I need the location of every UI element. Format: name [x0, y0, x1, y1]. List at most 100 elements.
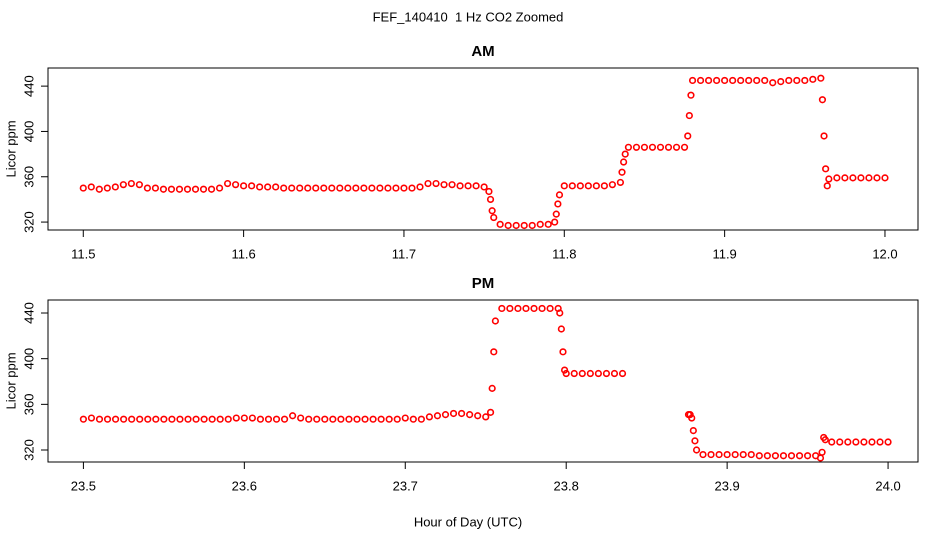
data-point [321, 415, 329, 423]
data-point [256, 415, 265, 423]
data-point [536, 220, 544, 228]
data-point [486, 408, 495, 416]
data-point [240, 182, 248, 190]
y-axis-label: Licor ppm [3, 352, 18, 409]
data-point [360, 184, 368, 192]
y-tick-label: 320 [21, 211, 36, 233]
data-point [632, 143, 641, 151]
data-point [448, 181, 456, 189]
data-point [656, 143, 665, 151]
data-point [608, 181, 616, 189]
x-tick-label: 23.8 [554, 478, 579, 493]
data-point [491, 317, 499, 325]
data-point [264, 415, 273, 423]
data-point [538, 304, 546, 313]
data-point [232, 414, 240, 422]
data-point [231, 181, 240, 189]
data-point [584, 182, 592, 190]
data-point [152, 415, 160, 423]
data-point [559, 348, 567, 356]
data-point [184, 415, 192, 423]
data-point [771, 452, 780, 460]
data-point [485, 187, 493, 196]
data-point [456, 182, 464, 190]
data-point [87, 414, 96, 422]
data-point [482, 413, 490, 421]
data-point [560, 366, 569, 374]
data-point [128, 415, 136, 423]
data-point [304, 184, 312, 192]
data-point [560, 182, 568, 190]
data-point [857, 174, 865, 182]
y-tick-label: 360 [21, 393, 36, 415]
data-point [297, 414, 305, 422]
data-point [425, 413, 434, 421]
data-point [610, 369, 619, 378]
data-point [684, 132, 692, 140]
data-point [648, 143, 657, 151]
data-point [816, 454, 825, 462]
data-point [143, 184, 152, 192]
data-point [512, 221, 520, 230]
data-point [79, 184, 87, 192]
data-point [721, 76, 729, 85]
data-point [763, 452, 771, 460]
data-point [183, 185, 192, 193]
data-point [873, 174, 881, 182]
data-point [818, 96, 827, 104]
data-point [337, 415, 345, 423]
data-point [689, 427, 697, 435]
data-point [530, 304, 538, 313]
x-tick-label: 24.0 [875, 478, 900, 493]
panel-title: PM [472, 275, 495, 292]
data-point [498, 304, 506, 313]
data-point [313, 415, 321, 423]
data-point [160, 415, 168, 423]
data-point [207, 185, 216, 193]
data-point [305, 415, 313, 423]
x-tick-label: 23.7 [393, 478, 418, 493]
y-axis-label: Licor ppm [3, 120, 18, 177]
x-tick-label: 11.9 [712, 246, 736, 261]
data-point [823, 182, 831, 190]
data-point [377, 415, 385, 423]
data-point [464, 182, 472, 190]
data-point [87, 183, 95, 191]
data-point [849, 174, 857, 182]
data-point [136, 415, 144, 423]
data-point [881, 174, 889, 182]
data-point [688, 76, 697, 85]
x-tick-label: 11.6 [231, 246, 255, 261]
data-point [400, 184, 408, 192]
data-point [272, 415, 281, 423]
data-point [616, 178, 625, 187]
data-point [135, 181, 143, 189]
data-point [280, 415, 289, 423]
data-point [687, 91, 695, 99]
x-tick-label: 11.7 [392, 246, 416, 261]
data-point [761, 76, 769, 85]
data-point [441, 411, 450, 419]
data-point [556, 309, 564, 317]
data-point [506, 304, 514, 313]
data-point [361, 415, 369, 423]
data-point [216, 415, 224, 423]
data-point [833, 174, 841, 182]
data-point [884, 438, 892, 446]
x-tick-label: 11.5 [71, 246, 95, 261]
data-point [240, 414, 248, 422]
data-point [707, 450, 715, 459]
data-point [618, 168, 626, 176]
data-point [704, 76, 713, 85]
x-tick-label: 23.5 [71, 478, 96, 493]
data-point [352, 184, 360, 192]
data-point [272, 183, 280, 191]
data-point [594, 369, 602, 378]
data-point [551, 218, 559, 226]
data-point [474, 412, 482, 420]
data-point [795, 452, 804, 460]
data-point [496, 220, 504, 228]
data-point [876, 438, 884, 446]
data-point [836, 438, 844, 446]
data-point [520, 221, 528, 230]
